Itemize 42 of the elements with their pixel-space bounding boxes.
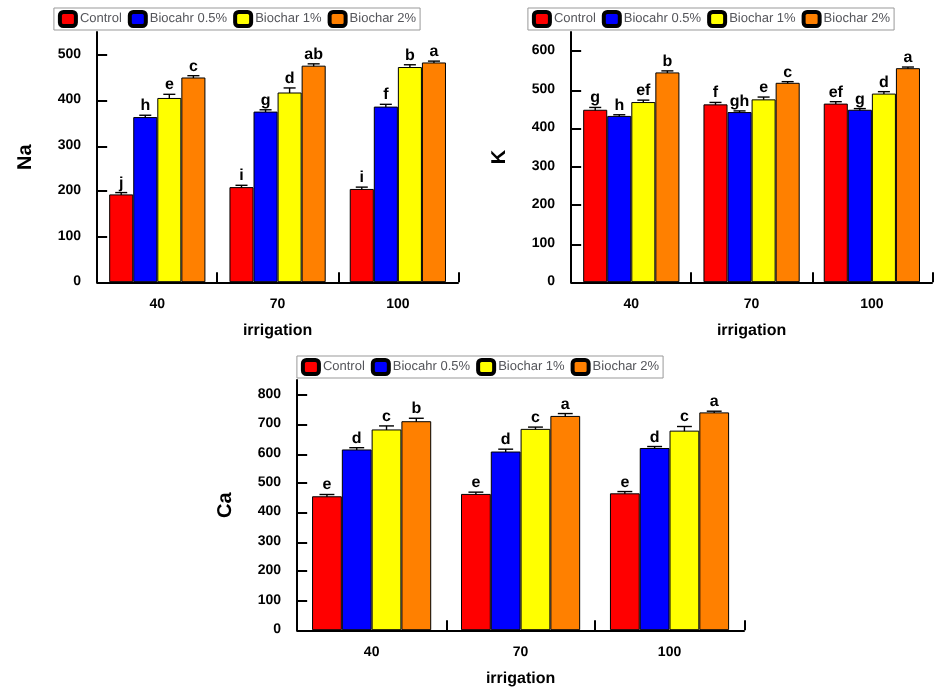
data-label: d (500, 430, 511, 449)
data-label: c (382, 406, 393, 425)
data-label: ef (636, 81, 652, 100)
data-label: f (712, 83, 719, 102)
data-label: b (405, 45, 415, 64)
data-label: f (383, 85, 390, 104)
data-label: g (854, 89, 865, 108)
data-label: e (471, 473, 482, 492)
data-label: j (116, 173, 124, 192)
data-label: ab (304, 44, 324, 63)
data-label: b (411, 399, 422, 418)
data-label: e (322, 475, 333, 494)
data-label: d (284, 68, 295, 87)
data-label: i (239, 166, 244, 185)
data-label: a (709, 392, 720, 411)
data-label: c (531, 408, 542, 427)
data-label: g (590, 88, 601, 107)
y-axis-title: Ca (215, 491, 237, 518)
x-axis-title: irrigation (716, 321, 787, 339)
data-label: i (359, 168, 365, 187)
data-label: e (620, 472, 631, 491)
data-label: c (783, 62, 794, 81)
data-label: gh (729, 91, 750, 110)
data-label: c (679, 407, 690, 426)
y-axis-title: Na (15, 143, 37, 170)
data-label: e (759, 78, 770, 97)
data-label: h (140, 96, 151, 115)
x-axis-title: irrigation (485, 669, 556, 687)
data-label: g (260, 90, 271, 109)
y-axis-title: K (489, 148, 511, 165)
x-axis-title: irrigation (242, 321, 313, 339)
data-label: a (560, 394, 571, 413)
data-label: a (429, 42, 440, 61)
data-label: e (164, 75, 175, 94)
data-label: a (903, 48, 914, 67)
data-label: b (662, 51, 673, 70)
data-label: ef (828, 82, 844, 101)
data-label: c (188, 56, 199, 75)
data-label: d (879, 72, 889, 91)
data-label: h (614, 95, 625, 114)
data-label: d (649, 427, 660, 446)
data-label: d (351, 428, 362, 447)
